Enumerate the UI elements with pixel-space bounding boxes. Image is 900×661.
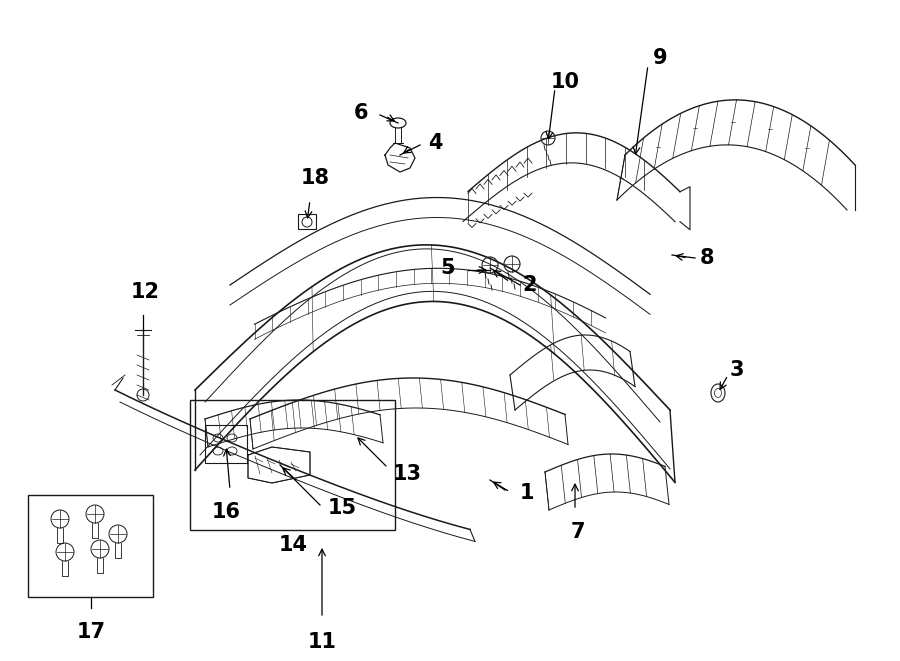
Bar [28,495,153,597]
Text: 13: 13 [393,464,422,484]
Text: 14: 14 [278,535,308,555]
Text: 10: 10 [551,72,580,92]
Text: 7: 7 [571,522,585,542]
Text: 16: 16 [212,502,240,522]
Text: 8: 8 [700,248,715,268]
Bar [190,400,395,530]
Text: 9: 9 [652,48,667,68]
Text: 17: 17 [76,622,105,642]
Text: 15: 15 [328,498,357,518]
Text: 18: 18 [301,168,329,188]
Text: 2: 2 [522,275,536,295]
Text: 4: 4 [428,133,443,153]
Text: 1: 1 [520,483,535,503]
Text: 5: 5 [440,258,455,278]
Text: 6: 6 [354,103,368,123]
Text: 3: 3 [730,360,744,380]
Text: 12: 12 [130,282,159,302]
Bar [298,214,316,229]
Text: 11: 11 [308,632,337,652]
Bar [205,425,247,463]
